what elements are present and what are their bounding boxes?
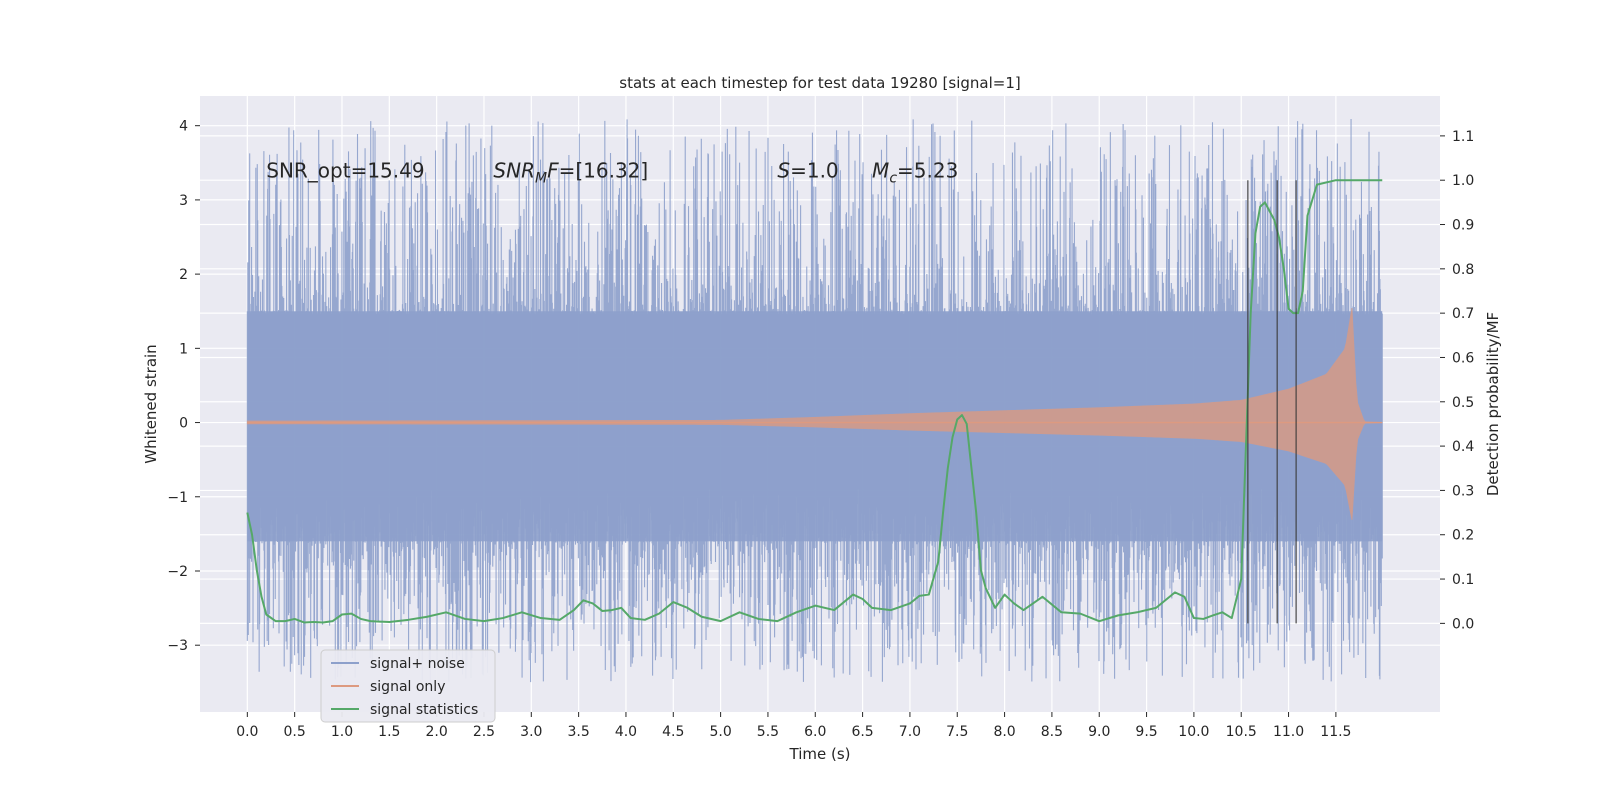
legend-label-signal-only: signal only	[370, 679, 445, 695]
x-tick-label: 10.5	[1226, 724, 1257, 740]
y-tick-label: −2	[167, 564, 188, 580]
x-tick-label: 2.5	[473, 724, 495, 740]
series-signal-only	[246, 307, 1383, 520]
y-tick-label: 3	[179, 193, 188, 209]
statistics-line	[246, 179, 1383, 624]
y2-tick-label: 0.8	[1452, 262, 1474, 278]
x-tick-label: 8.5	[1041, 724, 1063, 740]
y2-tick-label: 0.4	[1452, 439, 1474, 455]
x-tick-label: 11.5	[1320, 724, 1351, 740]
x-tick-label: 1.5	[378, 724, 400, 740]
y-tick-label: −3	[167, 638, 188, 654]
x-tick-label: 7.5	[946, 724, 968, 740]
y2-tick-label: 0.7	[1452, 306, 1474, 322]
legend: signal+ noise signal only signal statist…	[320, 649, 496, 723]
y2-tick-label: 1.0	[1452, 173, 1474, 189]
x-tick-label: 1.0	[331, 724, 353, 740]
x-tick-label: 6.0	[804, 724, 826, 740]
x-tick-label: 0.0	[236, 724, 258, 740]
annotation-3: Mc=5.23	[872, 159, 958, 187]
y2-tick-label: 0.5	[1452, 395, 1474, 411]
chart-title: stats at each timestep for test data 192…	[619, 74, 1020, 92]
y2-tick-label: 0.0	[1452, 616, 1474, 632]
annotation-0: SNR_opt=15.49	[266, 159, 424, 183]
x-tick-label: 6.5	[851, 724, 873, 740]
y-tick-label: 4	[179, 119, 188, 135]
x-axis-label: Time (s)	[789, 745, 851, 763]
x-tick-label: 5.0	[709, 724, 731, 740]
x-tick-label: 9.5	[1135, 724, 1157, 740]
y2-tick-label: 1.1	[1452, 129, 1474, 145]
y2-axis-ticks: 0.0 0.1 0.2 0.3 0.4 0.5 0.6 0.7 0.8 0.9 1.0 1.1	[1440, 129, 1474, 632]
y-tick-label: −1	[167, 490, 188, 506]
y2-axis-label: Detection probability/MF	[1484, 312, 1502, 496]
y-tick-label: 0	[179, 416, 188, 432]
vertical-markers	[1247, 180, 1297, 624]
annotation-1: SNRMF=[16.32]	[493, 159, 648, 187]
x-tick-label: 11.0	[1273, 724, 1304, 740]
x-tick-label: 10.0	[1178, 724, 1209, 740]
y2-tick-label: 0.9	[1452, 218, 1474, 234]
x-tick-label: 9.0	[1088, 724, 1110, 740]
y2-tick-label: 0.1	[1452, 572, 1474, 588]
x-tick-label: 3.0	[520, 724, 542, 740]
x-tick-label: 3.5	[567, 724, 589, 740]
annotations: SNR_opt=15.49 SNRMF=[16.32] S=1.0 Mc=5.23	[266, 159, 958, 187]
y2-tick-label: 0.3	[1452, 483, 1474, 499]
x-tick-label: 7.0	[899, 724, 921, 740]
y2-tick-label: 0.2	[1452, 528, 1474, 544]
series-signal-statistics	[246, 179, 1383, 624]
x-tick-label: 0.5	[284, 724, 306, 740]
x-axis-ticks: 0.0 0.5 1.0 1.5 2.0 2.5 3.0 3.5 4.0 4.5 5.0 5.5 6.0 6…	[236, 712, 1351, 740]
legend-box	[320, 649, 496, 723]
x-tick-label: 8.0	[993, 724, 1015, 740]
y-axis-ticks: −3 −2 −1 0 1 2 3 4	[167, 119, 200, 654]
y2-tick-label: 0.6	[1452, 350, 1474, 366]
y-tick-label: 2	[179, 267, 188, 283]
legend-label-signal-plus-noise: signal+ noise	[370, 656, 465, 672]
legend-label-signal-statistics: signal statistics	[370, 702, 478, 718]
y-tick-label: 1	[179, 341, 188, 357]
x-tick-label: 4.0	[615, 724, 637, 740]
x-tick-label: 2.0	[426, 724, 448, 740]
x-tick-label: 4.5	[662, 724, 684, 740]
annotation-2: S=1.0	[777, 159, 838, 183]
x-tick-label: 5.5	[757, 724, 779, 740]
y-axis-label: Whitened strain	[142, 344, 160, 463]
